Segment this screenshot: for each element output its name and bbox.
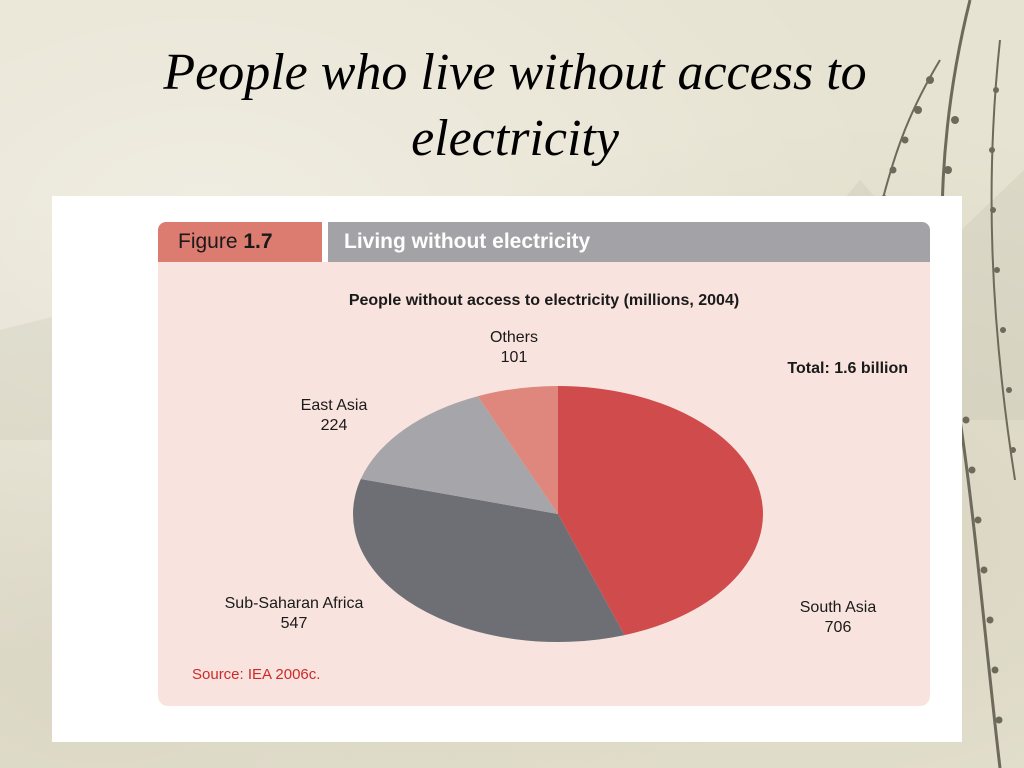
slice-label-east-asia: East Asia: [301, 397, 368, 414]
pie-chart: South Asia 706 Sub-Saharan Africa 547 East A…: [225, 329, 877, 642]
figure-number-prefix: Figure: [178, 230, 238, 253]
chart-title: People without access to electricity (mi…: [348, 292, 740, 309]
slide-title: People who live without access to electr…: [163, 44, 867, 167]
figure-frame: Figure 1.7 Living without electricity So…: [52, 196, 962, 742]
figure-number-tab: Figure 1.7: [158, 222, 322, 262]
pie-slice-east-asia: [360, 396, 558, 514]
pie-slice-south-asia: [558, 386, 763, 636]
total-note: Total: 1.6 billion: [787, 360, 908, 377]
slice-label-others: Others: [490, 329, 538, 346]
figure-panel: South Asia 706 Sub-Saharan Africa 547 East A…: [158, 262, 930, 706]
figure-header-separator: [322, 222, 328, 262]
figure-header: Figure 1.7 Living without electricity: [158, 222, 930, 262]
source-note: Source: IEA 2006c.: [192, 666, 321, 683]
pie-slice-others: [477, 386, 558, 514]
pie-slice-sub-saharan-africa: [353, 479, 625, 642]
slice-value-south-asia: 706: [825, 619, 852, 636]
figure-number-value: 1.7: [243, 230, 273, 253]
slice-label-south-asia: South Asia: [800, 599, 877, 616]
slice-value-east-asia: 224: [321, 417, 348, 434]
slice-value-sub-saharan-africa: 547: [281, 615, 308, 632]
figure-heading: Living without electricity: [328, 222, 930, 262]
slice-label-sub-saharan-africa: Sub-Saharan Africa: [225, 595, 364, 612]
slice-value-others: 101: [501, 349, 528, 366]
